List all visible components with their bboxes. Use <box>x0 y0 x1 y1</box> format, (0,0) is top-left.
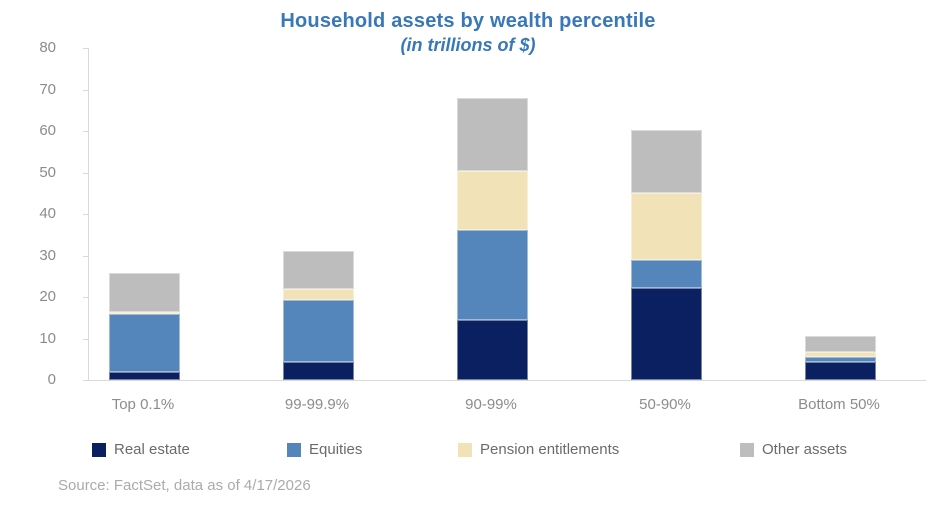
segment-50-90-other-assets <box>630 130 702 194</box>
bar-50-90 <box>630 130 702 380</box>
legend-label-equities: Equities <box>309 441 363 458</box>
legend-item-other-assets: Other assets <box>740 441 847 458</box>
segment-top-0-1-real-estate <box>108 371 180 380</box>
segment-99-99-9-real-estate <box>282 361 354 380</box>
bar-90-99 <box>456 97 528 380</box>
chart-title: Household assets by wealth percentile <box>280 10 656 32</box>
segment-top-0-1-equities <box>108 314 180 372</box>
y-tick-40 <box>83 214 88 215</box>
legend-item-equities: Equities <box>287 441 362 458</box>
bar-99-99-9 <box>282 250 354 380</box>
segment-bottom-50-equities <box>804 357 876 362</box>
x-axis-label-top-0-1: Top 0.1% <box>111 396 175 413</box>
y-tick-label-20: 20 <box>39 288 56 305</box>
y-tick-label-80: 80 <box>39 39 56 56</box>
y-tick-30 <box>83 255 88 257</box>
y-tick-label-0: 0 <box>47 371 56 388</box>
y-tick-70 <box>83 89 88 91</box>
y-tick-50 <box>83 172 88 174</box>
x-axis-label-90-99: 90-99% <box>465 396 517 413</box>
segment-90-99-real-estate <box>456 319 528 380</box>
legend-label-real-estate: Real estate <box>114 441 190 458</box>
legend-swatch-equities <box>287 442 301 457</box>
legend-swatch-pension-entitlements <box>458 442 472 457</box>
legend-item-real-estate: Real estate <box>92 441 190 458</box>
y-tick-80 <box>83 48 88 49</box>
y-tick-label-60: 60 <box>39 122 56 139</box>
y-tick-0 <box>83 380 88 381</box>
legend-swatch-real-estate <box>92 442 106 457</box>
y-tick-label-50: 50 <box>39 163 56 181</box>
segment-50-90-pension-entitlements <box>630 193 702 261</box>
y-tick-20 <box>83 297 88 298</box>
segment-99-99-9-equities <box>282 299 354 362</box>
legend-swatch-other-assets <box>740 442 754 457</box>
segment-bottom-50-other-assets <box>804 336 876 352</box>
legend-label-pension-entitlements: Pension entitlements <box>480 441 620 458</box>
bar-top-0-1 <box>108 272 180 380</box>
legend-item-pension-entitlements: Pension entitlements <box>458 441 619 458</box>
y-tick-60 <box>83 131 88 132</box>
segment-bottom-50-real-estate <box>804 361 876 380</box>
segment-99-99-9-pension-entitlements <box>282 289 354 300</box>
x-axis-label-50-90: 50-90% <box>639 396 691 413</box>
x-axis-label-99-99-9: 99-99.9% <box>284 396 350 413</box>
x-axis-label-bottom-50: Bottom 50% <box>798 396 880 413</box>
y-tick-label-40: 40 <box>39 205 56 222</box>
segment-top-0-1-pension-entitlements <box>108 311 180 315</box>
segment-90-99-equities <box>456 230 528 320</box>
source-note: Source: FactSet, data as of 4/17/2026 <box>58 477 311 494</box>
segment-90-99-other-assets <box>456 97 528 171</box>
segment-50-90-real-estate <box>630 287 702 380</box>
y-tick-label-10: 10 <box>39 329 56 347</box>
segment-99-99-9-other-assets <box>282 250 354 290</box>
title-block: Household assets by wealth percentile (i… <box>0 8 936 57</box>
y-tick-label-30: 30 <box>39 246 56 264</box>
legend-label-other-assets: Other assets <box>762 441 848 458</box>
segment-90-99-pension-entitlements <box>456 170 528 231</box>
bar-bottom-50 <box>804 336 876 380</box>
segment-bottom-50-pension-entitlements <box>804 351 876 358</box>
chart-subtitle: (in trillions of $) <box>400 35 536 55</box>
segment-50-90-equities <box>630 260 702 288</box>
plot-area <box>88 48 926 381</box>
y-tick-label-70: 70 <box>39 80 56 98</box>
y-tick-10 <box>83 338 88 340</box>
segment-top-0-1-other-assets <box>108 272 180 312</box>
